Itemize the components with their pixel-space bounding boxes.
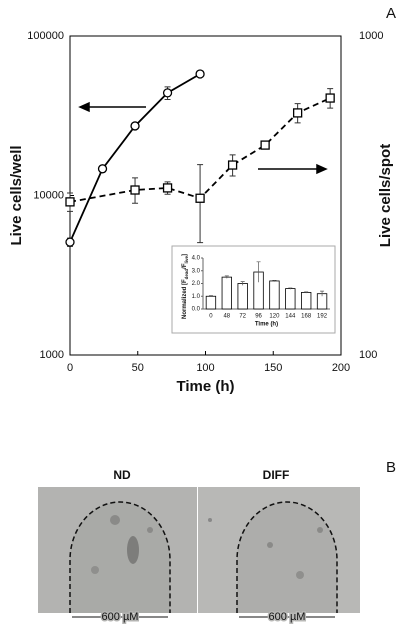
image-title: ND <box>113 468 131 482</box>
micrographs <box>38 487 360 618</box>
marker <box>195 193 205 203</box>
x-tick-label: 100 <box>196 362 214 374</box>
x-axis-title: Time (h) <box>176 378 234 395</box>
x-tick-label: 200 <box>332 362 350 374</box>
marker <box>97 164 108 174</box>
marker <box>130 185 140 195</box>
y-axis-title-part: live <box>184 255 189 263</box>
x-tick-label: 168 <box>301 314 312 320</box>
arrows <box>78 101 328 175</box>
image-title: DIFF <box>263 468 290 482</box>
x-tick-label: 150 <box>264 362 282 374</box>
x-axis-title: Time (h) <box>255 322 278 328</box>
y2-tick-label: 1000 <box>359 30 383 42</box>
y-tick-label: 2.0 <box>192 281 201 287</box>
y-tick-label: 4.0 <box>192 256 201 262</box>
y-tick-label: 10000 <box>33 189 64 201</box>
bar <box>221 276 232 310</box>
marker <box>65 237 75 247</box>
marker <box>130 121 140 131</box>
x-tick-label: 48 <box>223 314 230 320</box>
x-tick-label: 50 <box>132 362 144 374</box>
y-axis-title-part: dead <box>184 269 189 280</box>
error-bar <box>224 275 229 279</box>
marker <box>65 197 75 207</box>
x-tick-label: 96 <box>255 314 262 320</box>
bar <box>237 283 248 310</box>
marker <box>162 183 173 193</box>
y-axis-title-part: ] <box>182 254 188 256</box>
bar <box>301 292 312 310</box>
error-bar <box>320 290 325 297</box>
panel-label: A <box>386 5 396 22</box>
y2-axis-title: Live cells/spot <box>377 144 394 247</box>
x-tick-label: 192 <box>317 314 328 320</box>
scale-label: 600 µM <box>102 611 139 623</box>
marker <box>325 93 335 103</box>
marker <box>162 88 173 98</box>
y-axis-title: Normalized [Fdead/Flive] <box>182 254 189 319</box>
y-axis-title-part: /F <box>182 263 188 269</box>
error-bar <box>208 295 213 297</box>
marker <box>227 160 238 170</box>
bar <box>205 295 217 310</box>
error-bar <box>256 261 261 283</box>
bar <box>285 288 296 310</box>
y-tick-label: 1.0 <box>192 294 201 300</box>
x-tick-label: 120 <box>269 314 280 320</box>
x-tick-label: 72 <box>239 314 246 320</box>
y-axis-title: Live cells/well <box>8 145 25 245</box>
error-bar <box>288 287 293 290</box>
bar <box>269 280 280 310</box>
error-bar <box>304 291 309 294</box>
marker <box>195 69 205 79</box>
marker <box>292 108 303 118</box>
y-tick-label: 0.0 <box>192 307 201 313</box>
y-axis-title-part: Normalized [F <box>182 279 188 319</box>
error-bar <box>240 281 245 286</box>
x-tick-label: 144 <box>285 314 296 320</box>
error-bar <box>272 279 277 282</box>
series-line <box>69 97 331 203</box>
series-line <box>69 73 201 243</box>
error-bar <box>197 164 204 244</box>
marker <box>260 140 270 150</box>
y-tick-label: 3.0 <box>192 268 201 274</box>
y2-tick-label: 100 <box>359 349 377 361</box>
x-tick-label: 0 <box>67 362 73 374</box>
panel-label: B <box>386 459 396 476</box>
x-tick-label: 0 <box>209 314 213 320</box>
scale-label: 600 µM <box>269 611 306 623</box>
y-tick-label: 1000 <box>40 349 64 361</box>
y-tick-label: 100000 <box>27 30 64 42</box>
